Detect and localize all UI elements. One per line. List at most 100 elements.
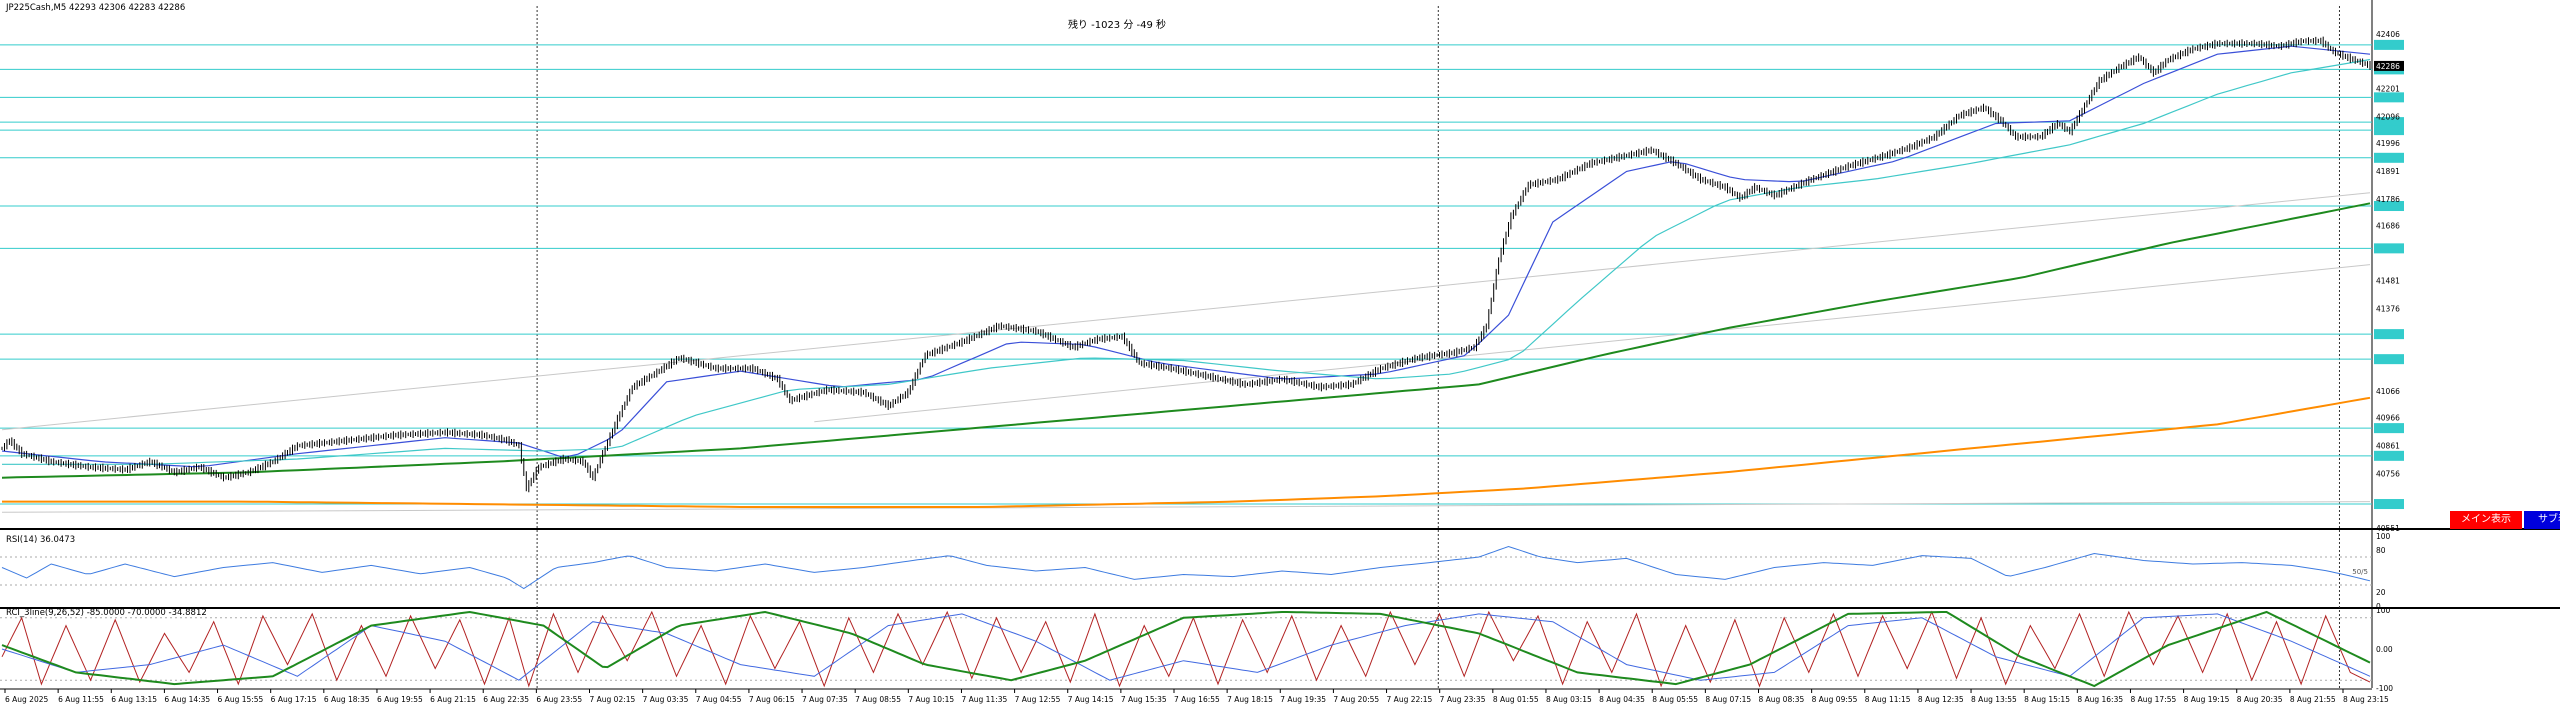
time-tick-label: 7 Aug 14:15 (1068, 695, 1114, 704)
rci-panel: 100 0.00 -100 (0, 606, 2393, 693)
time-tick-label: 8 Aug 03:15 (1546, 695, 1592, 704)
main-header: JP225Cash,M5 42293 42306 42283 42286 (5, 3, 185, 13)
sub-display-button[interactable]: サブ表示 (2524, 511, 2560, 529)
price-tick-label: 41066 (2376, 387, 2400, 396)
time-tick-label: 6 Aug 2025 (5, 695, 48, 704)
price-tick-label: 41786 (2376, 195, 2400, 204)
time-tick-label: 8 Aug 07:15 (1705, 695, 1751, 704)
rci-line (1, 610, 2371, 688)
time-tick-label: 6 Aug 14:35 (164, 695, 210, 704)
current-price-tag (2374, 60, 2404, 71)
price-tick-label: 42406 (2376, 30, 2400, 39)
rsi-line (1, 545, 2371, 590)
moving-average-line (1, 202, 2371, 479)
trendline (1, 192, 2371, 431)
price-tick-label: 40551 (2376, 524, 2400, 533)
time-tick-label: 8 Aug 05:55 (1652, 695, 1698, 704)
rci-header: RCI_3line(9,26,52) -85.0000 -70.0000 -34… (6, 608, 207, 618)
level-tag (2374, 243, 2404, 254)
rsi-level-label: 50/5 (2352, 568, 2368, 576)
trendlines (1, 192, 2371, 513)
level-tag (2374, 117, 2404, 128)
rci-line (1, 610, 2371, 688)
time-tick-label: 7 Aug 18:15 (1227, 695, 1273, 704)
time-tick-label: 7 Aug 04:55 (696, 695, 742, 704)
time-tick-label: 8 Aug 21:55 (2290, 695, 2336, 704)
level-tag (2374, 354, 2404, 365)
price-tick-label: 42096 (2376, 113, 2400, 122)
price-tick-label: 41481 (2376, 276, 2400, 285)
time-tick-label: 6 Aug 22:35 (483, 695, 529, 704)
price-tick-label: 40966 (2376, 413, 2400, 422)
time-tick-label: 8 Aug 12:35 (1918, 695, 1964, 704)
time-tick-label: 6 Aug 18:35 (324, 695, 370, 704)
rci-tick-label: -100 (2376, 684, 2393, 693)
price-tick-label: 40861 (2376, 441, 2400, 450)
level-tag (2374, 39, 2404, 50)
time-tick-label: 6 Aug 13:15 (111, 695, 157, 704)
price-tick-label: 41996 (2376, 139, 2400, 148)
time-tick-label: 8 Aug 23:15 (2343, 695, 2389, 704)
price-series (1, 36, 2371, 493)
level-tag (2374, 499, 2404, 510)
moving-average-line (1, 45, 2371, 468)
horizontal-levels (0, 39, 2404, 510)
time-tick-label: 6 Aug 23:55 (536, 695, 582, 704)
rsi-panel: 100 80 20 0 50/5 (0, 532, 2391, 611)
level-tag (2374, 152, 2404, 163)
moving-average-line (2, 396, 2371, 508)
rci-tick-label: 0.00 (2376, 645, 2393, 654)
price-tick-label: 41376 (2376, 304, 2400, 313)
countdown-label: 残り -1023 分 -49 秒 (1068, 18, 1166, 31)
main-display-button[interactable]: メイン表示 (2450, 511, 2522, 529)
time-tick-label: 7 Aug 08:55 (855, 695, 901, 704)
time-tick-label: 6 Aug 11:55 (58, 695, 104, 704)
moving-averages (1, 45, 2371, 508)
level-tag (2374, 450, 2404, 461)
price-tick-label: 41891 (2376, 167, 2400, 176)
rsi-header: RSI(14) 36.0473 (6, 535, 75, 545)
moving-average-line (2, 58, 2371, 465)
time-tick-label: 8 Aug 04:35 (1599, 695, 1645, 704)
time-tick-label: 6 Aug 15:55 (218, 695, 264, 704)
trendline (814, 264, 2371, 423)
time-tick-label: 7 Aug 07:35 (802, 695, 848, 704)
time-tick-label: 7 Aug 12:55 (1015, 695, 1061, 704)
time-tick-label: 8 Aug 15:15 (2024, 695, 2070, 704)
time-tick-label: 7 Aug 03:35 (643, 695, 689, 704)
time-tick-label: 7 Aug 16:55 (1174, 695, 1220, 704)
time-tick-label: 8 Aug 13:55 (1971, 695, 2017, 704)
rci-tick-label: 100 (2376, 606, 2391, 615)
price-tick-label: 42201 (2376, 85, 2400, 94)
level-tag (2374, 92, 2404, 103)
rsi-tick-label: 20 (2376, 588, 2386, 597)
time-tick-label: 6 Aug 21:15 (430, 695, 476, 704)
price-axis: 42406 42201 42096 41996 41891 41786 41686 41481… (2374, 30, 2404, 533)
time-tick-label: 7 Aug 02:15 (590, 695, 636, 704)
time-tick-label: 8 Aug 08:35 (1759, 695, 1805, 704)
rsi-tick-label: 100 (2376, 532, 2391, 541)
time-tick-label: 7 Aug 20:55 (1333, 695, 1379, 704)
time-tick-label: 8 Aug 01:55 (1493, 695, 1539, 704)
level-tag (2374, 423, 2404, 434)
level-tag (2374, 125, 2404, 136)
level-tag (2374, 201, 2404, 212)
rci-line (1, 613, 2371, 681)
trendline (1, 501, 2371, 513)
time-tick-label: 7 Aug 06:15 (749, 695, 795, 704)
current-price-label: 42286 (2376, 62, 2400, 71)
level-tag (2374, 329, 2404, 340)
rsi-tick-label: 0 (2376, 602, 2381, 611)
time-tick-label: 6 Aug 17:15 (271, 695, 317, 704)
time-tick-label: 8 Aug 20:35 (2237, 695, 2283, 704)
time-tick-label: 6 Aug 19:55 (377, 695, 423, 704)
time-tick-label: 7 Aug 10:15 (908, 695, 954, 704)
time-axis: 6 Aug 2025 6 Aug 11:55 6 Aug 13:15 6 Aug 14… (4, 689, 2389, 704)
time-tick-label: 7 Aug 22:15 (1387, 695, 1433, 704)
time-tick-label: 8 Aug 17:55 (2130, 695, 2176, 704)
time-tick-label: 7 Aug 11:35 (961, 695, 1007, 704)
time-tick-label: 8 Aug 11:15 (1865, 695, 1911, 704)
time-tick-label: 7 Aug 15:35 (1121, 695, 1167, 704)
